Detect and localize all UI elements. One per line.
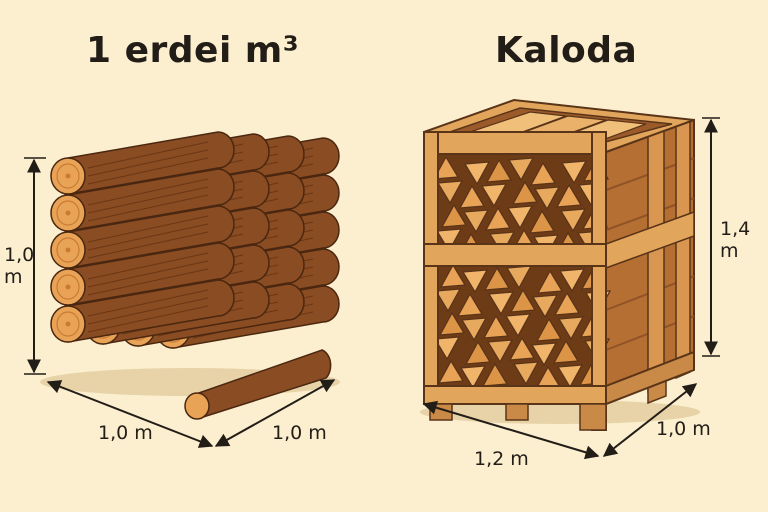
left-title: 1 erdei m³	[86, 30, 300, 71]
firewood-crate	[420, 98, 700, 431]
split-log-piece	[436, 180, 464, 205]
split-log-piece	[528, 209, 556, 234]
log	[50, 279, 235, 343]
split-log-piece	[464, 340, 492, 365]
split-log-piece	[433, 336, 461, 361]
split-log-piece	[483, 266, 511, 291]
split-log-piece	[432, 155, 460, 180]
split-log-piece	[553, 291, 581, 316]
split-log-piece	[533, 186, 561, 211]
split-log-piece	[434, 288, 462, 313]
split-log-piece	[531, 294, 559, 319]
pallet-top-board	[423, 385, 607, 405]
left-depth-label: 1,0 m	[98, 422, 153, 444]
split-log-piece	[482, 314, 510, 339]
log-stack	[40, 131, 340, 420]
crate-side-post	[647, 128, 665, 394]
crate-top-rail	[423, 131, 607, 155]
left-dimension-lines	[24, 157, 336, 448]
split-log-piece	[508, 336, 536, 361]
split-log-piece	[507, 157, 535, 182]
crate-back-post	[675, 119, 691, 380]
pallet-block-right	[579, 403, 607, 431]
left-width-label: 1,0 m	[272, 422, 327, 444]
split-log-piece	[511, 180, 539, 205]
split-log-piece	[458, 184, 486, 209]
split-log-piece	[438, 311, 466, 336]
split-log-piece	[459, 365, 487, 390]
split-log-piece	[486, 339, 514, 364]
right-front-label: 1,2 m	[474, 448, 529, 470]
split-log-piece	[435, 228, 463, 253]
split-log-piece	[557, 316, 585, 341]
split-log-piece	[485, 158, 513, 183]
left-height-label: 1,0 m	[4, 244, 35, 288]
split-log-piece	[509, 288, 537, 313]
split-log-piece	[560, 160, 588, 185]
split-log-piece	[536, 269, 564, 294]
split-log-piece	[487, 291, 515, 316]
split-log-piece	[512, 361, 540, 386]
log-rows	[50, 131, 340, 420]
split-log-piece	[556, 364, 584, 389]
right-depth-arrow	[602, 383, 698, 457]
log	[50, 242, 235, 306]
split-log-piece	[530, 342, 558, 367]
split-log-piece	[529, 161, 557, 186]
crate-middle-band	[423, 243, 607, 267]
left-depth-arrow	[46, 380, 214, 448]
split-log-piece	[480, 183, 508, 208]
split-log-piece	[456, 292, 484, 317]
split-log-piece	[462, 209, 490, 234]
split-log-piece	[437, 359, 465, 384]
log	[50, 131, 235, 195]
right-front-arrow	[422, 400, 600, 460]
split-log-piece	[535, 317, 563, 342]
split-log-piece	[484, 206, 512, 231]
split-log-piece	[460, 317, 488, 342]
split-log-piece	[555, 183, 583, 208]
split-log-piece	[559, 208, 587, 233]
split-log-piece	[558, 268, 586, 293]
crate-front-left-post	[423, 131, 439, 405]
split-log-piece	[440, 203, 468, 228]
split-log-piece	[506, 205, 534, 230]
split-log-piece	[552, 339, 580, 364]
split-log-piece	[463, 161, 491, 186]
right-depth-label: 1,0 m	[656, 418, 711, 440]
log	[50, 168, 235, 232]
log	[50, 205, 235, 269]
split-log-piece	[461, 269, 489, 294]
pallet-block-middle	[505, 403, 529, 421]
right-height-label: 1,4 m	[720, 218, 751, 262]
split-log-piece	[439, 263, 467, 288]
left-width-arrow	[214, 379, 336, 447]
right-dimension-lines	[422, 117, 720, 460]
split-log-piece	[504, 313, 532, 338]
right-title: Kaloda	[495, 30, 638, 71]
